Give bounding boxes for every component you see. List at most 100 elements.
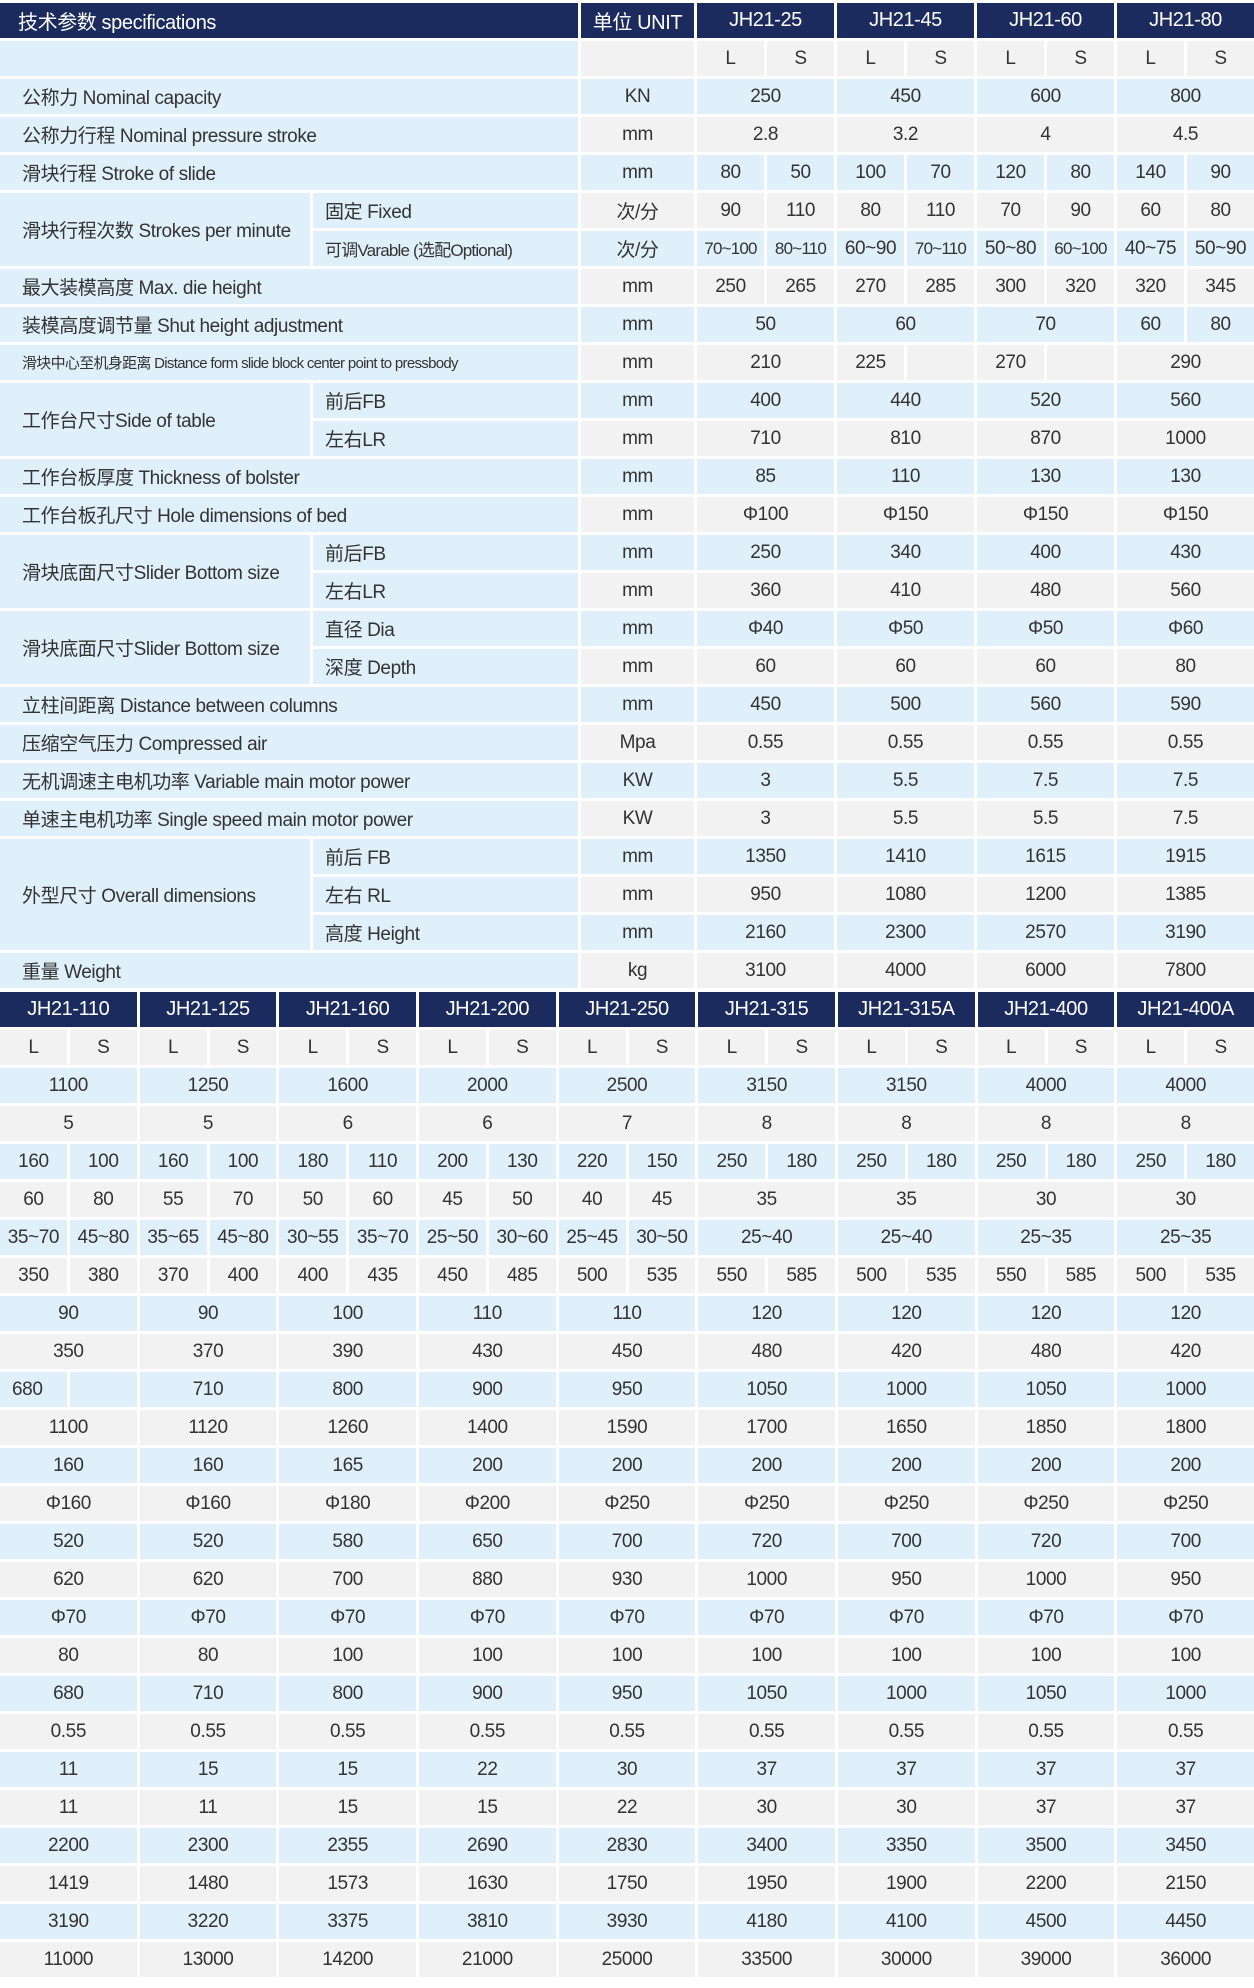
value-cell: 480 [977,1334,1115,1369]
value-cell: 3350 [838,1828,975,1863]
value-cell-l: 160 [139,1144,207,1179]
row-sublabel: 固定 Fixed [313,193,578,228]
model-header: JH21-160 [279,992,416,1027]
value-cell: 130 [1117,459,1254,494]
row-label: 工作台尺寸Side of table [0,383,310,456]
value-cell: Φ180 [279,1486,416,1521]
value-cell: 22 [558,1790,696,1825]
value-cell: 6000 [977,953,1114,988]
value-cell: 600 [977,79,1114,114]
value-cell: 5.5 [977,801,1114,836]
value-cell: 1000 [1117,421,1254,456]
ls-header: L [697,41,764,76]
value-cell: Φ250 [838,1486,975,1521]
value-cell: 210 [697,345,834,380]
row-sublabel: 高度 Height [313,915,578,950]
value-cell: 80 [0,1638,137,1673]
value-cell-s: 180 [907,1144,975,1179]
value-cell: 700 [1117,1524,1254,1559]
spec-table-bottom: JH21-110 JH21-125 JH21-160 JH21-200 JH21-250… [0,992,1254,1977]
value-cell-s: 45~80 [69,1220,137,1255]
value-cell: 520 [0,1524,137,1559]
model-header: JH21-80 [1117,3,1254,38]
ls-header: S [1047,1030,1115,1065]
value-cell-l: 60~90 [837,231,904,266]
value-cell: 0.55 [977,725,1114,760]
value-cell: 2570 [977,915,1114,950]
value-cell: 3375 [279,1904,416,1939]
row-label: 滑块底面尺寸Slider Bottom size [0,535,310,608]
unit-cell: 次/分 [581,193,694,228]
value-cell: 3190 [1117,915,1254,950]
value-cell: 700 [279,1562,416,1597]
value-cell: 1590 [558,1410,696,1445]
value-cell: 200 [698,1448,835,1483]
value-cell: 200 [419,1448,556,1483]
value-cell: Φ70 [558,1600,696,1635]
value-cell: 2300 [837,915,974,950]
value-cell-s: 30~50 [628,1220,696,1255]
value-cell: 3 [697,763,834,798]
value-cell: Φ150 [1117,497,1254,532]
ls-unit-blank [581,41,694,76]
value-cell: 250 [697,535,834,570]
row-sublabel: 左右LR [313,421,578,456]
value-cell: 7.5 [977,763,1114,798]
value-cell-l: 90 [697,193,764,228]
value-cell: 15 [419,1790,556,1825]
ls-label-blank [0,41,578,76]
value-cell-l: 50 [279,1182,347,1217]
value-cell: 950 [697,877,834,912]
value-cell: 800 [279,1676,416,1711]
value-cell: 100 [558,1638,696,1673]
unit-cell: mm [581,915,694,950]
value-cell: 35 [838,1182,975,1217]
value-cell: 1915 [1117,839,1254,874]
value-cell: 1385 [1117,877,1254,912]
unit-cell: mm [581,535,694,570]
value-cell: Φ250 [1117,1486,1254,1521]
unit-cell: Mpa [581,725,694,760]
value-cell: 870 [977,421,1114,456]
model-header: JH21-250 [558,992,696,1027]
value-cell: 1900 [838,1866,975,1901]
value-cell: 90 [139,1296,277,1331]
ls-header: L [977,1030,1045,1065]
value-cell: 1100 [0,1068,137,1103]
value-cell: 1000 [1117,1372,1254,1407]
value-cell: 2690 [419,1828,556,1863]
value-cell: 33500 [698,1942,835,1977]
value-cell: 950 [558,1372,696,1407]
value-cell: 1120 [139,1410,277,1445]
value-cell: 2.8 [697,117,834,152]
value-cell-s: 535 [1187,1258,1254,1293]
value-cell: 80 [139,1638,277,1673]
value-cell: 15 [279,1790,416,1825]
value-cell: 37 [1117,1790,1254,1825]
value-cell: 1410 [837,839,974,874]
ls-header: L [0,1030,67,1065]
value-cell: 36000 [1117,1942,1254,1977]
value-cell: 1600 [279,1068,416,1103]
value-cell-s: 150 [628,1144,696,1179]
unit-cell: kg [581,953,694,988]
value-cell-l: 350 [0,1258,67,1293]
value-cell: 30 [977,1182,1115,1217]
value-cell: 4000 [977,1068,1115,1103]
value-cell: 7800 [1117,953,1254,988]
unit-header: 单位 UNIT [581,3,694,38]
unit-cell: KN [581,79,694,114]
ls-header: S [907,41,974,76]
unit-cell: mm [581,649,694,684]
value-cell: 100 [838,1638,975,1673]
unit-cell: mm [581,459,694,494]
value-cell: 1419 [0,1866,137,1901]
value-cell: 2830 [558,1828,696,1863]
value-cell: 110 [558,1296,696,1331]
value-cell-l: 250 [1117,1144,1185,1179]
value-cell-l: 160 [0,1144,67,1179]
value-cell-l: 40 [558,1182,626,1217]
value-cell: 720 [698,1524,835,1559]
value-cell-s: 110 [767,193,834,228]
row-sublabel: 可调Varable (选配Optional) [313,231,578,266]
